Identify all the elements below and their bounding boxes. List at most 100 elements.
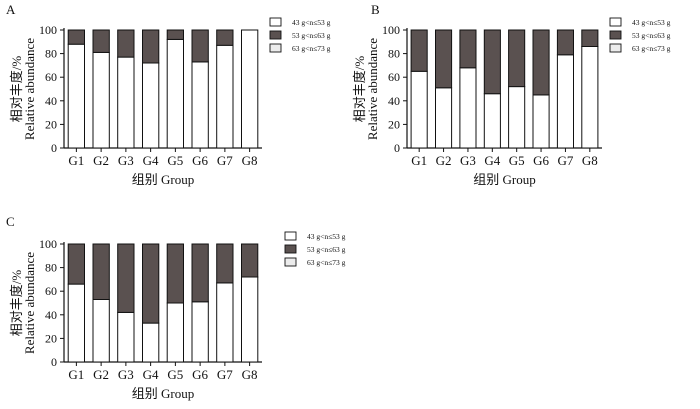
bar-segment-g8-series-2: [581, 29, 599, 47]
y-axis-title-cn: 相对丰度/%: [9, 270, 24, 337]
bar-segment-g2-series-2: [92, 29, 110, 53]
y-tick-label: 0: [51, 355, 57, 369]
bar-segment-g2-series-1: [92, 299, 110, 363]
bar-segment-g1-series-2: [67, 243, 85, 285]
bar-segment-g4-series-2: [142, 29, 160, 64]
bar-segment-g7-series-1: [216, 282, 234, 363]
y-tick-label: 60: [45, 70, 57, 84]
y-tick-label: 60: [388, 70, 400, 84]
legend-label-3: 63 g<n≤73 g: [292, 44, 331, 53]
x-tick-label: G6: [192, 367, 208, 382]
bar-segment-g4-series-2: [142, 243, 160, 324]
x-tick-label: G2: [93, 367, 109, 382]
legend-label-2: 53 g<n≤63 g: [632, 31, 671, 40]
x-axis-title: 组别 Group: [473, 172, 535, 187]
x-tick-label: G8: [242, 153, 258, 168]
y-tick-label: 80: [45, 47, 57, 61]
x-tick-label: G6: [533, 153, 549, 168]
bar-segment-g4-series-1: [483, 93, 501, 149]
y-tick-label: 100: [39, 237, 57, 251]
x-axis-title: 组别 Group: [132, 172, 194, 187]
bar-segment-g7-series-2: [216, 243, 234, 284]
y-tick-label: 0: [394, 141, 400, 155]
legend-swatch-3: [284, 257, 297, 267]
y-tick-label: 20: [45, 331, 57, 345]
bar-segment-g6-series-2: [191, 29, 209, 63]
bar-segment-g7-series-2: [556, 29, 575, 56]
legend-label-3: 63 g<n≤73 g: [632, 44, 671, 53]
legend-swatch-3: [269, 43, 282, 53]
x-tick-label: G1: [68, 367, 84, 382]
bar-segment-g1-series-1: [410, 70, 428, 149]
y-tick-label: 80: [388, 47, 400, 61]
bar-segment-g3-series-1: [117, 56, 135, 149]
x-tick-label: G8: [242, 367, 258, 382]
bar-segment-g5-series-1: [166, 302, 184, 363]
bar-segment-g6-series-2: [532, 29, 550, 96]
legend: 43 g<n≤53 g 53 g<n≤63 g 63 g<n≤73 g: [269, 17, 331, 53]
bar-segment-g7-series-1: [556, 54, 575, 149]
bar-segment-g4-series-1: [142, 322, 160, 363]
legend: 43 g<n≤53 g 53 g<n≤63 g 63 g<n≤73 g: [609, 17, 671, 53]
legend-label-3: 63 g<n≤73 g: [307, 258, 346, 267]
bar-segment-g1-series-1: [67, 283, 85, 363]
bar-segment-g3-series-2: [117, 29, 135, 58]
bar-segment-g7-series-1: [216, 44, 234, 149]
x-tick-label: G3: [118, 153, 134, 168]
bar-segment-g3-series-2: [459, 29, 477, 69]
legend-label-1: 43 g<n≤53 g: [307, 232, 346, 241]
x-tick-label: G4: [143, 367, 159, 382]
x-tick-label: G3: [460, 153, 476, 168]
bar-segment-g3-series-1: [459, 67, 477, 149]
x-tick-label: G5: [167, 367, 183, 382]
x-tick-label: G1: [68, 153, 84, 168]
legend-label-2: 53 g<n≤63 g: [307, 245, 346, 254]
bar-segment-g5-series-2: [508, 29, 526, 88]
bar-segment-g6-series-1: [191, 301, 209, 363]
y-tick-label: 60: [45, 284, 57, 298]
bar-segment-g3-series-1: [117, 311, 135, 363]
y-axis-title-en: Relative abundance: [22, 38, 37, 140]
x-tick-label: G4: [484, 153, 500, 168]
bar-segment-g2-series-2: [435, 29, 453, 89]
panel-letter: B: [371, 2, 380, 17]
chart-panel-a: A 0 20 40 60 80 100 G1 G2 G3 G4 G5 G6 G7 G8 组别 Group 相对丰…: [6, 2, 331, 187]
panel-letter: C: [6, 214, 15, 229]
bar-segment-g5-series-1: [166, 38, 184, 149]
bar-segment-g2-series-2: [92, 243, 110, 300]
bar-segment-g4-series-2: [483, 29, 501, 95]
y-tick-label: 0: [51, 141, 57, 155]
x-tick-label: G7: [217, 153, 233, 168]
y-tick-label: 100: [39, 23, 57, 37]
bar-segment-g1-series-1: [67, 43, 85, 149]
y-tick-label: 40: [45, 308, 57, 322]
x-tick-label: G2: [93, 153, 109, 168]
chart-panel-c: C 0 20 40 60 80 100 G1 G2 G3 G4 G5 G6 G7 G8 组别 Group 相对丰…: [6, 214, 346, 401]
bar-segment-g2-series-1: [92, 51, 110, 149]
legend-label-1: 43 g<n≤53 g: [632, 18, 671, 27]
bar-segment-g1-series-2: [67, 29, 85, 45]
x-tick-label: G6: [192, 153, 208, 168]
legend-swatch-1: [609, 17, 622, 27]
x-tick-label: G8: [582, 153, 598, 168]
panel-letter: A: [6, 2, 16, 17]
y-tick-label: 80: [45, 261, 57, 275]
legend: 43 g<n≤53 g 53 g<n≤63 g 63 g<n≤73 g: [284, 231, 346, 267]
y-axis-title-cn: 相对丰度/%: [352, 56, 367, 123]
bar-segment-g8-series-2: [241, 243, 259, 278]
bar-segment-g8-series-1: [241, 29, 259, 149]
x-tick-label: G7: [217, 367, 233, 382]
bar-segment-g1-series-2: [410, 29, 428, 72]
x-tick-label: G4: [143, 153, 159, 168]
bar-segment-g8-series-1: [241, 276, 259, 363]
bar-segment-g7-series-2: [216, 29, 234, 46]
legend-swatch-3: [609, 43, 622, 53]
legend-label-1: 43 g<n≤53 g: [292, 18, 331, 27]
y-axis-title-en: Relative abundance: [22, 252, 37, 354]
bar-segment-g3-series-2: [117, 243, 135, 313]
bar-segment-g2-series-1: [435, 87, 453, 149]
y-axis-title-en: Relative abundance: [365, 38, 380, 140]
x-tick-label: G7: [557, 153, 573, 168]
